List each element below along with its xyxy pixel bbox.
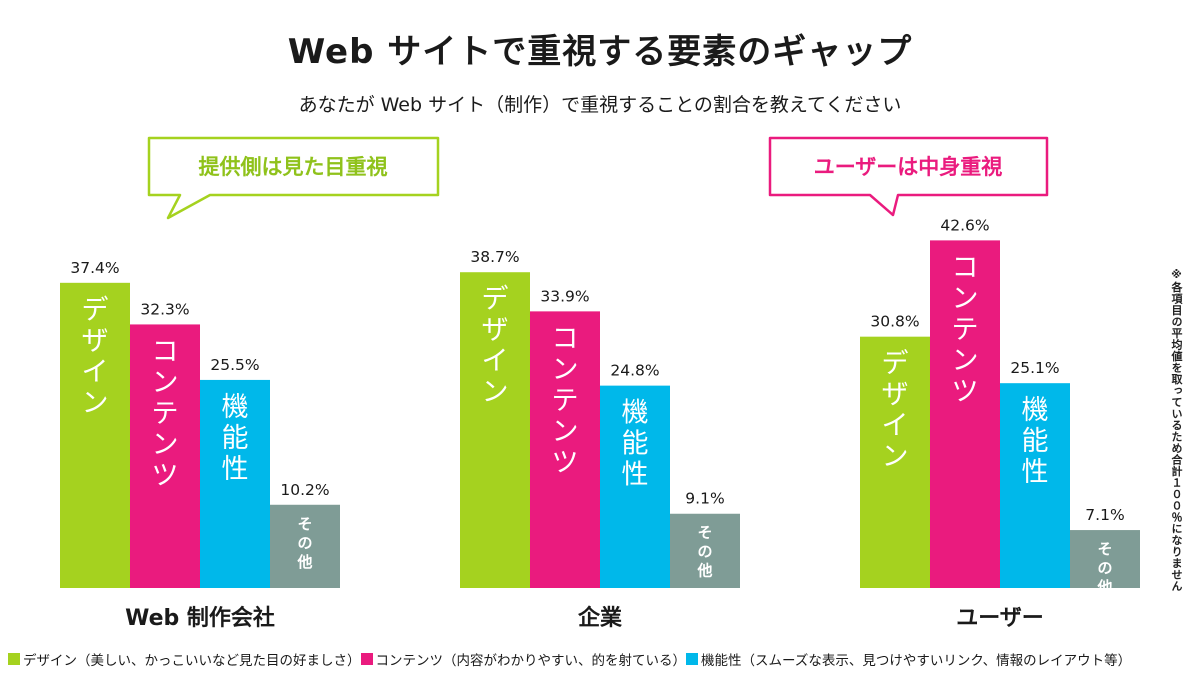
value-label: 33.9% (540, 287, 589, 305)
bar-inner-label: デザイン (882, 349, 909, 473)
bar-design-group-1 (60, 282, 130, 588)
legend-swatch-function (686, 653, 698, 665)
bar-inner-label: その他 (1096, 540, 1112, 596)
value-label: 24.8% (610, 362, 659, 380)
bars-layer: 37.4% デザイン 32.3% コンテンツ 25.5% 機能性 10.2% その他 Web 制… (60, 216, 1140, 631)
bar-inner-label: デザイン (82, 295, 109, 419)
bar-other-group-3 (1070, 530, 1140, 588)
callout-right: ユーザーは中身重視 (768, 136, 1049, 217)
value-label: 42.6% (940, 216, 989, 234)
bar-inner-label: その他 (296, 515, 312, 571)
value-label: 30.8% (870, 313, 919, 331)
chart-title: Web サイトで重視する要素のギャップ (287, 32, 913, 72)
bar-function-group-3 (1000, 383, 1070, 588)
legend-item-design: デザイン（美しい、かっこいいなど見た目の好ましさ） (8, 649, 361, 669)
footnote: ※各項目の平均値を取っているため合計１００％になりません (1170, 268, 1183, 592)
bar-inner-label: その他 (696, 524, 712, 580)
value-label: 7.1% (1085, 506, 1124, 524)
legend-swatch-content (360, 653, 373, 665)
bar-inner-label: 機能性 (222, 392, 249, 485)
value-label: 25.1% (1010, 359, 1059, 377)
legend-label-design: デザイン（美しい、かっこいいなど見た目の好ましさ） (23, 653, 361, 669)
bar-other-group-2 (670, 513, 740, 588)
bar-inner-label: 機能性 (1022, 395, 1049, 488)
bar-design-group-2 (460, 272, 530, 588)
value-label: 38.7% (470, 248, 519, 266)
legend-label-function: 機能性（スムーズな表示、見つけやすいリンク、情報のレイアウト等） (701, 653, 1132, 669)
callout-right-text: ユーザーは中身重視 (814, 155, 1003, 179)
bar-function-group-1 (200, 379, 270, 588)
legend-label-content: コンテンツ（内容がわかりやすい、的を射ている） (375, 653, 687, 669)
bar-function-group-2 (600, 385, 670, 588)
group-label: ユーザー (956, 606, 1044, 631)
callout-left-text: 提供側は見た目重視 (199, 155, 388, 179)
chart-subtitle: あなたが Web サイト（制作）で重視することの割合を教えてください (298, 94, 902, 116)
group-label: Web 制作会社 (125, 605, 275, 631)
legend: デザイン（美しい、かっこいいなど見た目の好ましさ） コンテンツ（内容がわかりやす… (8, 648, 1198, 670)
bar-content-group-1 (130, 324, 200, 588)
group-label: 企業 (577, 605, 623, 631)
bar-inner-label: コンテンツ (552, 323, 579, 478)
bar-other-group-1 (270, 504, 340, 588)
value-label: 37.4% (70, 259, 119, 277)
value-label: 32.3% (140, 300, 189, 318)
value-label: 9.1% (685, 490, 724, 508)
value-label: 25.5% (210, 356, 259, 374)
legend-swatch-design (8, 653, 20, 665)
value-label: 10.2% (280, 481, 329, 499)
bar-content-group-2 (530, 311, 600, 588)
legend-item-function: 機能性（スムーズな表示、見つけやすいリンク、情報のレイアウト等） (686, 649, 1131, 669)
legend-item-content: コンテンツ（内容がわかりやすい、的を射ている） (360, 649, 687, 669)
bar-design-group-3 (860, 336, 930, 588)
bar-inner-label: コンテンツ (952, 252, 979, 407)
bar-inner-label: 機能性 (622, 398, 649, 491)
callout-left: 提供側は見た目重視 (147, 136, 440, 220)
bar-inner-label: デザイン (482, 284, 509, 408)
bar-inner-label: コンテンツ (152, 336, 179, 491)
bar-content-group-3 (930, 240, 1000, 588)
